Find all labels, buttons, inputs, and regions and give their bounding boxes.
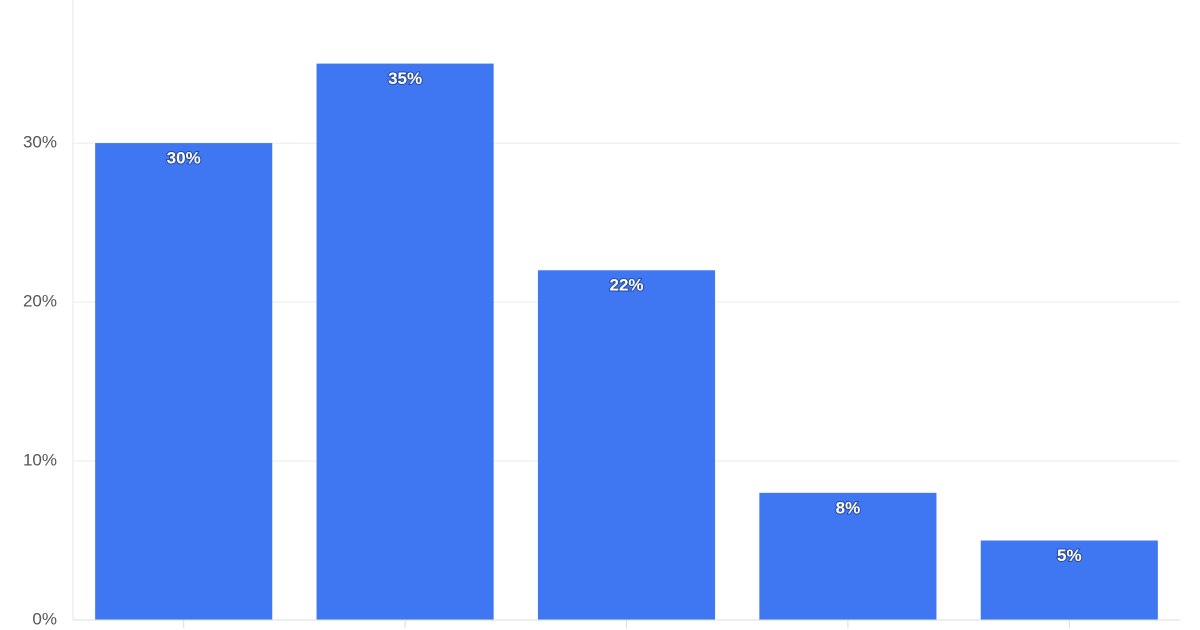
bar xyxy=(95,143,273,621)
value-label: 30% xyxy=(167,149,201,168)
bar xyxy=(759,492,937,620)
bar xyxy=(537,270,716,620)
value-label: 5% xyxy=(1057,546,1082,565)
bar xyxy=(980,540,1158,620)
y-tick-label: 20% xyxy=(23,292,57,311)
y-tick-label: 30% xyxy=(23,133,57,152)
y-tick-label: 0% xyxy=(32,609,57,628)
value-label: 35% xyxy=(388,69,422,88)
y-tick-label: 10% xyxy=(23,451,57,470)
value-label: 8% xyxy=(836,498,861,517)
value-label: 22% xyxy=(609,276,643,295)
bar xyxy=(316,63,494,621)
